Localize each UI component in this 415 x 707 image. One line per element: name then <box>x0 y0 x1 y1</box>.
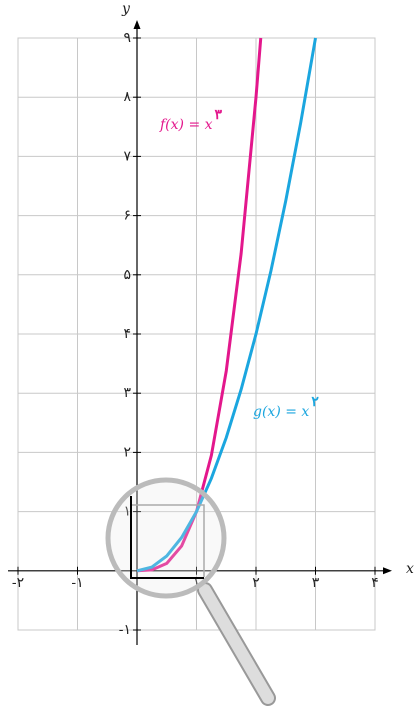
y-tick-label: ۷ <box>123 148 131 164</box>
series-exponent: ۳ <box>215 107 223 123</box>
chart: x y -۲-۱۱۲۳۴-۱۱۲۳۴۵۶۷۸۹f(x) = x۳g(x) = x… <box>0 0 415 707</box>
magnifier-handle <box>205 590 268 698</box>
y-axis-label: y <box>121 1 131 17</box>
x-tick-label: -۲ <box>12 575 24 591</box>
x-tick-label: -۱ <box>71 575 83 591</box>
y-tick-label: ۲ <box>123 444 131 460</box>
y-tick-label: -۱ <box>119 622 131 638</box>
series-label: f(x) = x <box>159 117 213 133</box>
y-axis-arrow <box>134 20 141 29</box>
y-tick-label: ۸ <box>123 89 131 105</box>
y-tick-label: ۳ <box>123 385 131 401</box>
x-tick-label: ۳ <box>312 575 320 591</box>
y-tick-label: ۶ <box>123 208 131 224</box>
x-tick-label: ۴ <box>371 575 379 591</box>
x-tick-label: ۲ <box>252 575 260 591</box>
x-axis-label: x <box>406 561 414 577</box>
y-tick-label: ۴ <box>123 326 131 342</box>
series-exponent: ۲ <box>311 394 319 410</box>
series-label: g(x) = x <box>253 404 309 420</box>
y-tick-label: ۵ <box>123 267 131 283</box>
y-tick-label: ۹ <box>123 30 131 46</box>
x-axis-arrow <box>383 567 392 574</box>
